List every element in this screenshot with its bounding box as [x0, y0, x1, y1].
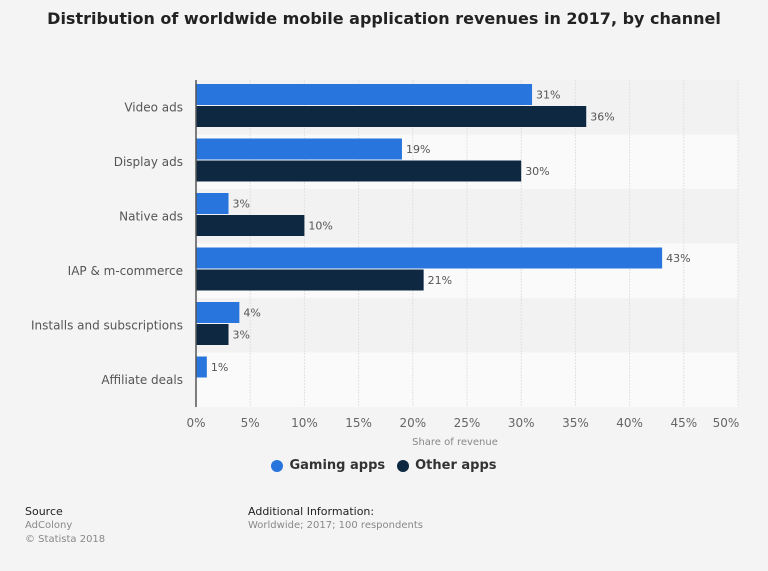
x-tick-label: 40% [616, 416, 643, 430]
data-label: 43% [666, 252, 690, 265]
row-band [196, 298, 738, 353]
data-label: 21% [428, 274, 452, 287]
bar-gaming-apps [196, 247, 663, 269]
info-text: Worldwide; 2017; 100 respondents [248, 520, 423, 531]
x-tick-label: 20% [399, 416, 426, 430]
data-label: 1% [211, 361, 228, 374]
source-heading: Source [25, 505, 63, 518]
bar-other-apps [196, 106, 587, 127]
category-label: Display ads [114, 155, 183, 169]
chart-title: Distribution of worldwide mobile applica… [47, 9, 721, 28]
data-label: 19% [406, 143, 430, 156]
bar-gaming-apps [196, 302, 240, 323]
x-tick-label: 50% [713, 416, 740, 430]
legend-label: Gaming apps [289, 458, 386, 473]
data-label: 36% [590, 111, 614, 124]
data-label: 3% [233, 329, 250, 342]
data-label: 30% [525, 165, 549, 178]
bar-other-apps [196, 160, 522, 182]
category-label: Affiliate deals [101, 373, 183, 387]
bar-other-apps [196, 215, 305, 236]
x-tick-label: 15% [345, 416, 372, 430]
x-tick-label: 5% [241, 416, 260, 430]
category-label: Installs and subscriptions [31, 318, 183, 332]
legend-dot-icon [397, 459, 410, 472]
row-band [196, 352, 738, 407]
category-label: IAP & m-commerce [68, 264, 183, 278]
bar-other-apps [196, 324, 229, 345]
x-tick-label: 35% [562, 416, 589, 430]
bar-gaming-apps [196, 84, 533, 105]
source-text[interactable]: AdColony [25, 520, 73, 531]
copyright[interactable]: © Statista 2018 [25, 534, 106, 545]
bar-other-apps [196, 269, 424, 291]
legend-item-gaming-apps[interactable]: Gaming apps [271, 458, 385, 473]
bar-gaming-apps [196, 193, 229, 214]
data-label: 10% [308, 220, 332, 233]
bar-gaming-apps [196, 138, 402, 160]
x-tick-label: 10% [291, 416, 318, 430]
legend-dot-icon [271, 459, 284, 472]
data-label: 3% [233, 198, 250, 211]
x-tick-label: 0% [186, 416, 205, 430]
x-axis-label: Share of revenue [412, 437, 498, 448]
info-heading: Additional Information: [248, 505, 375, 518]
data-label: 31% [536, 89, 560, 102]
legend-label: Other apps [415, 458, 497, 473]
legend: Gaming apps Other apps [0, 458, 768, 473]
legend-item-other-apps[interactable]: Other apps [397, 458, 497, 473]
category-label: Native ads [119, 209, 183, 223]
bar-gaming-apps [196, 356, 207, 378]
category-label: Video ads [124, 100, 183, 114]
x-tick-label: 30% [508, 416, 535, 430]
x-tick-label: 45% [670, 416, 697, 430]
info-block: Additional Information: Worldwide; 2017;… [248, 505, 423, 533]
data-label: 4% [243, 307, 260, 320]
x-tick-label: 25% [454, 416, 481, 430]
source-block: Source AdColony © Statista 2018 [25, 505, 105, 547]
